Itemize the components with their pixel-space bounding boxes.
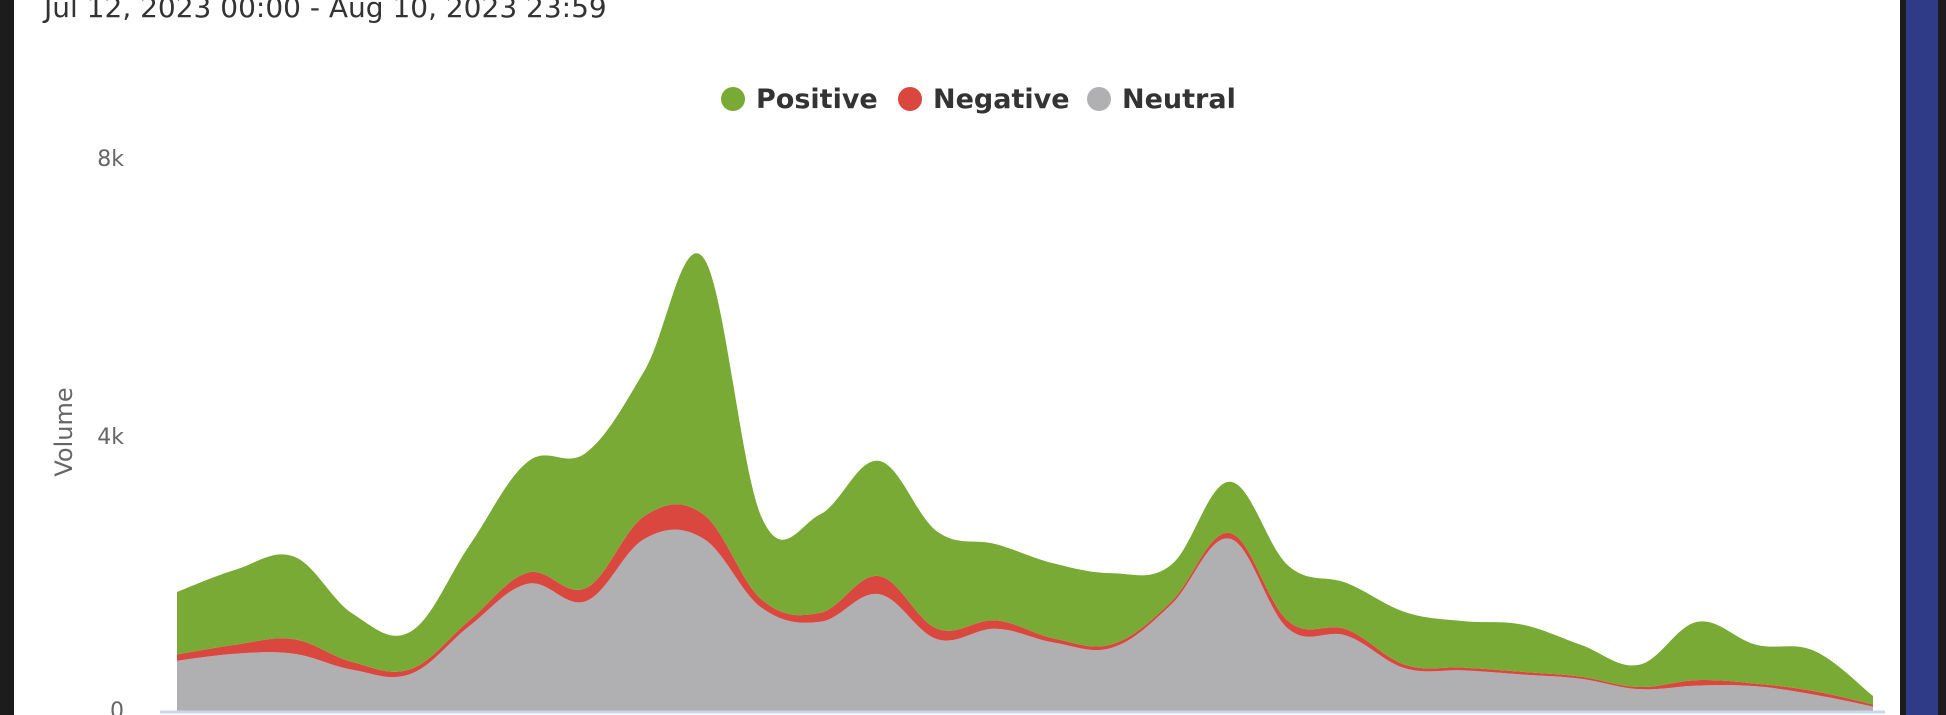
y-tick-label-0: 0 bbox=[110, 699, 124, 715]
area-series-positive[interactable] bbox=[177, 253, 1873, 705]
legend-marker-positive bbox=[721, 87, 745, 111]
legend-item-neutral[interactable]: Neutral bbox=[1087, 84, 1236, 115]
legend-marker-negative bbox=[898, 87, 922, 111]
side-panel-edge bbox=[1906, 0, 1938, 715]
y-tick-label-8k: 8k bbox=[97, 147, 124, 172]
legend-label-neutral: Neutral bbox=[1122, 84, 1236, 115]
legend-label-positive: Positive bbox=[756, 84, 878, 115]
date-range-label: Jul 12, 2023 00:00 - Aug 10, 2023 23:59 bbox=[44, 0, 607, 24]
legend-item-positive[interactable]: Positive bbox=[721, 84, 878, 115]
legend-item-negative[interactable]: Negative bbox=[898, 84, 1070, 115]
area-series-neutral[interactable] bbox=[177, 529, 1873, 712]
y-axis-ticks: 0 4k 8k bbox=[97, 147, 124, 715]
legend-label-negative: Negative bbox=[933, 84, 1070, 115]
legend-marker-neutral bbox=[1087, 87, 1111, 111]
y-tick-label-4k: 4k bbox=[97, 425, 124, 450]
chart-legend: Positive Negative Neutral bbox=[721, 84, 1236, 115]
y-axis-title: Volume bbox=[50, 387, 78, 476]
chart-areas bbox=[177, 253, 1873, 712]
window-frame-left bbox=[0, 0, 14, 715]
